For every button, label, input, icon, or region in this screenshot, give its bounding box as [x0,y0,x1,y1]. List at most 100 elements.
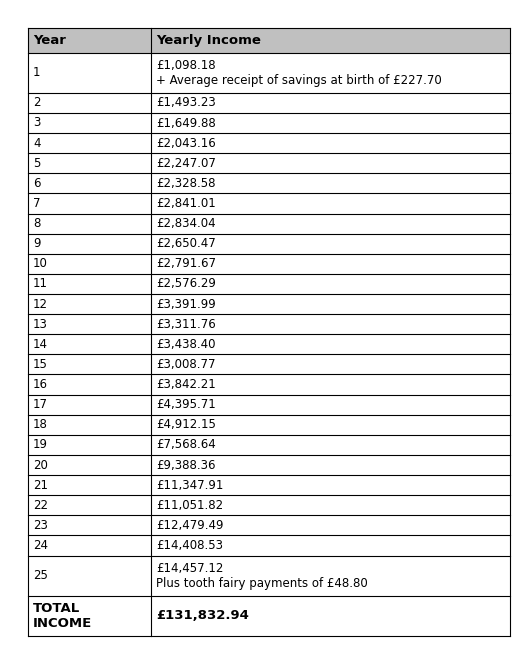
Text: £2,650.47: £2,650.47 [156,237,215,250]
Bar [151,394,510,415]
Text: £2,834.04: £2,834.04 [156,217,215,230]
Text: 13: 13 [33,317,48,331]
Text: £3,842.21: £3,842.21 [156,378,215,391]
Bar [151,274,510,294]
Bar [151,193,510,214]
Text: 20: 20 [33,459,48,471]
Bar [28,596,151,636]
Bar [28,415,151,435]
Text: 15: 15 [33,358,48,371]
Text: Yearly Income: Yearly Income [156,34,261,46]
Bar [151,515,510,535]
Bar [151,556,510,596]
Bar [28,515,151,535]
Bar [151,475,510,495]
Bar [151,495,510,515]
Bar [151,214,510,234]
Bar [151,254,510,274]
Text: Year: Year [33,34,66,46]
Text: 22: 22 [33,499,48,512]
Text: 14: 14 [33,338,48,351]
Text: 17: 17 [33,398,48,411]
Text: 16: 16 [33,378,48,391]
Bar [28,133,151,153]
Text: 11: 11 [33,278,48,290]
Text: 6: 6 [33,177,40,190]
Bar [28,274,151,294]
Text: 9: 9 [33,237,40,250]
Text: £11,347.91: £11,347.91 [156,479,223,491]
Bar [28,394,151,415]
Bar [151,535,510,556]
Bar [28,334,151,355]
Bar [28,153,151,173]
Bar [151,334,510,355]
Text: 4: 4 [33,137,40,149]
Bar [28,93,151,113]
Bar [151,52,510,93]
Bar [151,355,510,374]
Bar [28,28,151,52]
Text: £3,008.77: £3,008.77 [156,358,215,371]
Text: 24: 24 [33,539,48,552]
Text: £1,098.18
+ Average receipt of savings at birth of £227.70: £1,098.18 + Average receipt of savings a… [156,58,442,87]
Bar [28,173,151,193]
Bar [28,435,151,455]
Text: £131,832.94: £131,832.94 [156,610,249,622]
Text: £1,493.23: £1,493.23 [156,96,215,110]
Text: £1,649.88: £1,649.88 [156,116,215,129]
Text: 7: 7 [33,197,40,210]
Text: 19: 19 [33,438,48,452]
Bar [151,415,510,435]
Text: TOTAL
INCOME: TOTAL INCOME [33,602,92,630]
Text: £3,391.99: £3,391.99 [156,297,215,311]
Text: £2,791.67: £2,791.67 [156,258,216,270]
Bar [151,113,510,133]
Bar [151,234,510,254]
Bar [28,294,151,314]
Bar [151,133,510,153]
Text: £14,457.12
Plus tooth fairy payments of £48.80: £14,457.12 Plus tooth fairy payments of … [156,562,368,590]
Text: 25: 25 [33,569,48,582]
Text: £4,912.15: £4,912.15 [156,418,216,431]
Bar [151,153,510,173]
Text: £2,328.58: £2,328.58 [156,177,215,190]
Bar [28,314,151,334]
Bar [151,294,510,314]
Bar [151,374,510,394]
Bar [28,113,151,133]
Bar [28,234,151,254]
Text: £3,438.40: £3,438.40 [156,338,215,351]
Text: £3,311.76: £3,311.76 [156,317,215,331]
Bar [151,28,510,52]
Text: 8: 8 [33,217,40,230]
Bar [28,475,151,495]
Bar [28,52,151,93]
Text: £2,841.01: £2,841.01 [156,197,215,210]
Bar [151,173,510,193]
Bar [151,435,510,455]
Text: £2,247.07: £2,247.07 [156,157,216,170]
Text: £4,395.71: £4,395.71 [156,398,215,411]
Text: £9,388.36: £9,388.36 [156,459,215,471]
Text: 3: 3 [33,116,40,129]
Text: £12,479.49: £12,479.49 [156,519,223,532]
Text: £11,051.82: £11,051.82 [156,499,223,512]
Text: £14,408.53: £14,408.53 [156,539,223,552]
Text: 23: 23 [33,519,48,532]
Bar [151,314,510,334]
Text: 12: 12 [33,297,48,311]
Text: £2,576.29: £2,576.29 [156,278,216,290]
Text: 10: 10 [33,258,48,270]
Bar [28,214,151,234]
Bar [28,374,151,394]
Text: 21: 21 [33,479,48,491]
Text: £2,043.16: £2,043.16 [156,137,215,149]
Text: £7,568.64: £7,568.64 [156,438,215,452]
Bar [151,455,510,475]
Text: 18: 18 [33,418,48,431]
Bar [28,556,151,596]
Bar [28,535,151,556]
Bar [151,596,510,636]
Text: 5: 5 [33,157,40,170]
